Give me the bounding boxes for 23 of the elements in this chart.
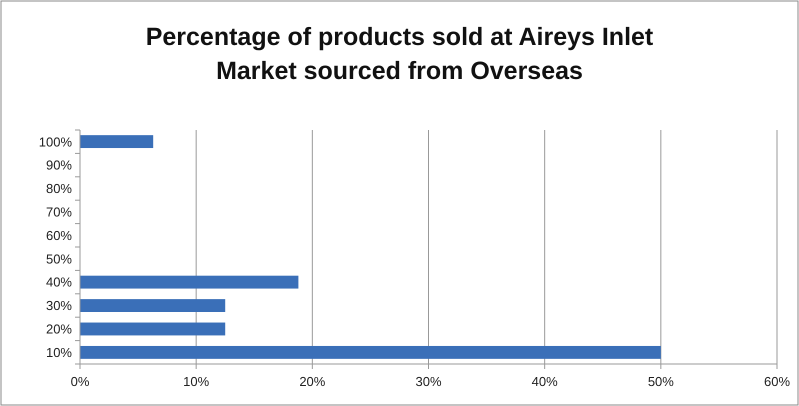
x-tick-label: 40% — [532, 374, 558, 389]
y-tick-label: 20% — [46, 321, 72, 336]
y-tick-label: 40% — [46, 274, 72, 290]
chart-title: Percentage of products sold at Aireys Inlet Market sourced from Overseas — [146, 23, 654, 85]
y-tick-label: 70% — [46, 204, 72, 220]
x-tick-label: 60% — [764, 374, 790, 389]
y-tick-label: 30% — [46, 298, 72, 314]
y-tick-label: 60% — [46, 228, 72, 243]
bar — [80, 346, 661, 359]
bar — [80, 276, 298, 289]
y-tick-label: 80% — [46, 181, 72, 196]
y-tick-label: 50% — [46, 251, 72, 266]
y-tick-label: 90% — [46, 158, 72, 173]
x-tick-label: 10% — [183, 374, 210, 389]
x-tick-label: 20% — [299, 374, 326, 389]
x-tick-label: 50% — [648, 374, 674, 389]
bar — [80, 299, 226, 312]
y-tick-label: 100% — [38, 134, 72, 150]
x-tick-label: 0% — [70, 374, 90, 389]
bar — [80, 322, 226, 336]
bar — [80, 135, 154, 148]
y-tick-label: 10% — [46, 344, 72, 360]
x-tick-label: 30% — [415, 374, 442, 389]
